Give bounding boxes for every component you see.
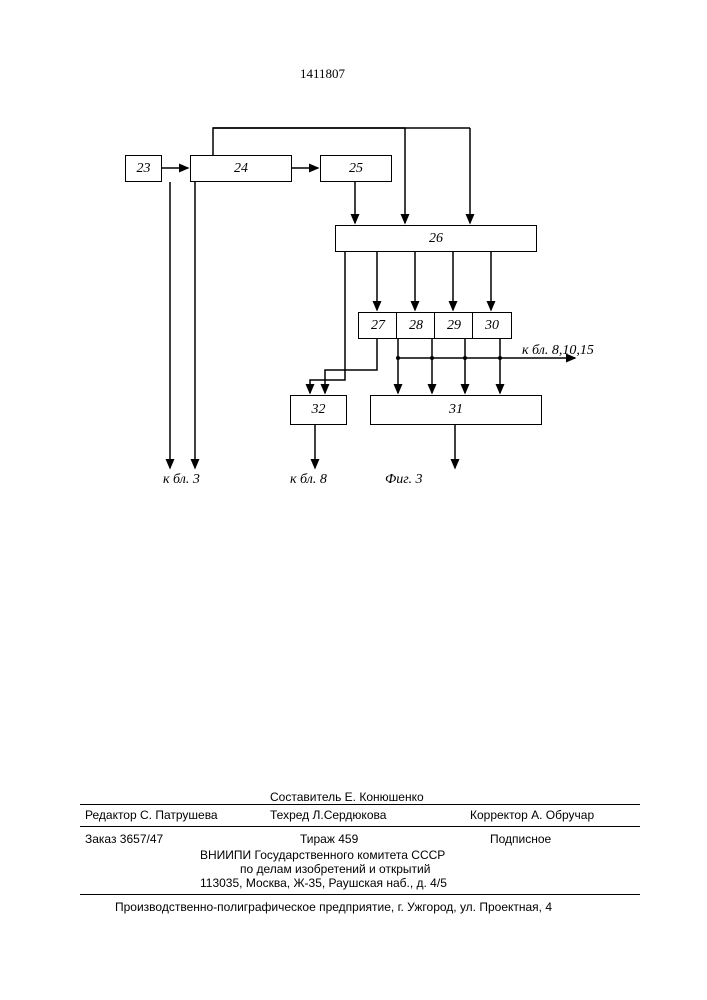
block-24-label: 24 bbox=[234, 161, 248, 177]
block-23-label: 23 bbox=[137, 161, 151, 177]
footer-bottom: Производственно-полиграфическое предприя… bbox=[115, 900, 552, 914]
block-26: 26 bbox=[335, 225, 537, 252]
block-25-label: 25 bbox=[349, 161, 363, 177]
block-25: 25 bbox=[320, 155, 392, 182]
block-32: 32 bbox=[290, 395, 347, 425]
block-30: 30 bbox=[472, 312, 512, 339]
block-26-label: 26 bbox=[429, 231, 443, 247]
footer-vniipi1: ВНИИПИ Государственного комитета СССР bbox=[200, 848, 445, 862]
label-fig3: Фиг. 3 bbox=[385, 472, 423, 488]
block-31: 31 bbox=[370, 395, 542, 425]
block-24: 24 bbox=[190, 155, 292, 182]
block-29-label: 29 bbox=[447, 318, 461, 334]
footer-techred: Техред Л.Сердюкова bbox=[270, 808, 386, 822]
footer-vniipi2: по делам изобретений и открытий bbox=[240, 862, 430, 876]
block-32-label: 32 bbox=[312, 402, 326, 418]
block-30-label: 30 bbox=[485, 318, 499, 334]
footer-sostavitel: Составитель Е. Конюшенко bbox=[270, 790, 424, 804]
footer-podpisnoe: Подписное bbox=[490, 832, 551, 846]
block-29: 29 bbox=[434, 312, 474, 339]
block-28: 28 bbox=[396, 312, 436, 339]
footer-vniipi3: 113035, Москва, Ж-35, Раушская наб., д. … bbox=[200, 876, 447, 890]
footer-korrektor: Корректор А. Обручар bbox=[470, 808, 594, 822]
hr-2 bbox=[80, 826, 640, 827]
header-number: 1411807 bbox=[300, 66, 345, 82]
hr-1 bbox=[80, 804, 640, 805]
block-23: 23 bbox=[125, 155, 162, 182]
label-k-bl-81015: к бл. 8,10,15 bbox=[522, 343, 594, 359]
page: 1411807 23 24 25 26 27 28 29 30 32 31 к … bbox=[0, 0, 707, 1000]
block-27: 27 bbox=[358, 312, 398, 339]
footer-editor: Редактор С. Патрушева bbox=[85, 808, 218, 822]
label-k-bl-3: к бл. 3 bbox=[163, 472, 200, 488]
label-k-bl-8: к бл. 8 bbox=[290, 472, 327, 488]
block-27-label: 27 bbox=[371, 318, 385, 334]
hr-3 bbox=[80, 894, 640, 895]
footer-zakaz: Заказ 3657/47 bbox=[85, 832, 163, 846]
footer-tirazh: Тираж 459 bbox=[300, 832, 358, 846]
block-28-label: 28 bbox=[409, 318, 423, 334]
block-31-label: 31 bbox=[449, 402, 463, 418]
